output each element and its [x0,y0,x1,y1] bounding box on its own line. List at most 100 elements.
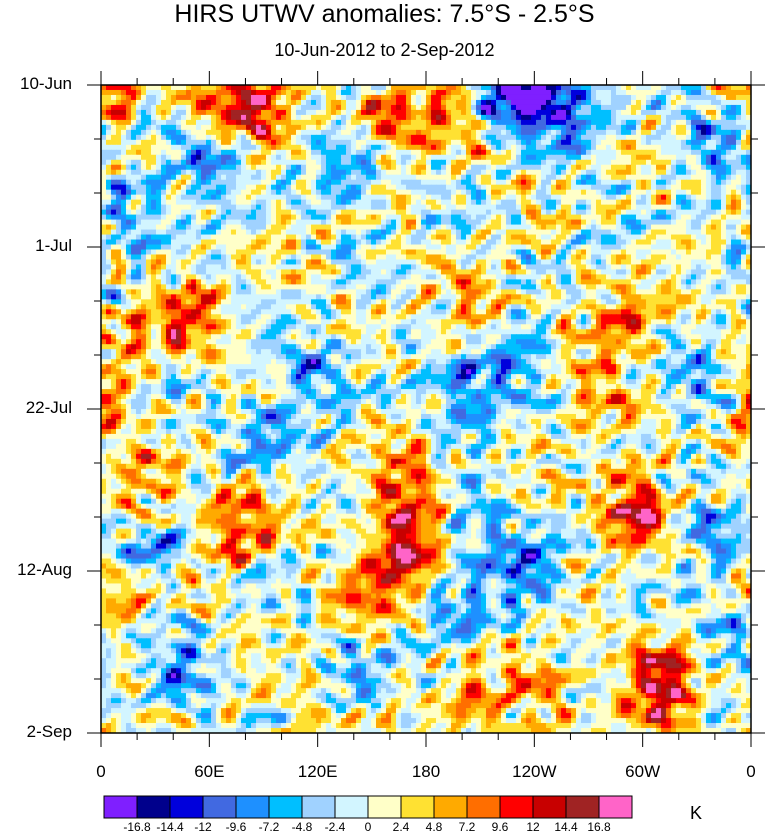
field-cell [431,189,437,196]
field-cell [641,234,647,241]
field-cell [686,224,692,231]
field-cell [681,154,687,161]
field-cell [446,199,452,206]
field-cell [341,179,347,186]
field-cell [521,254,527,261]
field-cell [356,234,362,241]
field-cell [511,99,517,106]
field-cell [411,189,417,196]
field-cell [531,144,537,151]
field-cell [181,114,187,121]
field-cell [366,85,372,91]
field-cell [416,89,422,96]
field-cell [281,144,287,151]
field-cell [141,254,147,261]
field-cell [546,159,552,166]
field-cell [436,129,442,136]
field-cell [241,144,247,151]
field-cell [691,184,697,191]
field-cell [191,104,197,111]
field-cell [536,89,542,96]
field-cell [216,144,222,151]
field-cell [211,249,217,256]
field-cell [576,109,582,116]
field-cell [651,259,657,266]
field-cell [431,164,437,171]
field-cell [451,114,457,121]
field-cell [421,119,427,126]
field-cell [511,239,517,246]
field-cell [171,229,177,236]
field-cell [726,214,732,221]
field-cell [351,159,357,166]
field-cell [361,144,367,151]
field-cell [591,89,597,96]
field-cell [306,99,312,106]
field-cell [176,114,182,121]
field-cell [461,159,467,166]
field-cell [166,214,172,221]
field-cell [721,254,727,261]
field-cell [536,85,542,91]
field-cell [531,114,537,121]
field-cell [551,214,557,221]
field-cell [571,209,577,216]
field-cell [351,209,357,216]
field-cell [711,199,717,206]
field-cell [556,119,562,126]
field-cell [526,134,532,141]
field-cell [716,89,722,96]
field-cell [266,174,272,181]
field-cell [701,94,707,101]
field-cell [281,254,287,261]
field-cell [386,239,392,246]
field-cell [136,254,142,261]
field-cell [511,264,517,271]
field-cell [576,214,582,221]
field-cell [191,159,197,166]
field-cell [721,214,727,221]
field-cell [421,114,427,121]
field-cell [316,144,322,151]
field-cell [356,85,362,91]
field-cell [366,124,372,131]
field-cell [531,139,537,146]
field-cell [516,104,522,111]
field-cell [686,254,692,261]
field-cell [241,194,247,201]
field-cell [331,194,337,201]
field-cell [381,144,387,151]
field-cell [676,114,682,121]
field-cell [266,209,272,216]
field-cell [281,274,287,280]
field-cell [236,259,242,266]
field-cell [586,249,592,256]
field-cell [101,249,107,256]
field-cell [141,199,147,206]
field-cell [511,159,517,166]
field-cell [721,109,727,116]
field-cell [656,199,662,206]
field-cell [306,179,312,186]
field-cell [261,89,267,96]
field-cell [411,204,417,211]
field-cell [676,219,682,226]
field-cell [406,244,412,251]
field-cell [511,214,517,221]
field-cell [616,259,622,266]
field-cell [381,204,387,211]
field-cell [531,169,537,176]
field-cell [541,124,547,131]
field-cell [241,259,247,266]
field-cell [216,89,222,96]
field-cell [211,174,217,181]
field-cell [161,274,167,280]
field-cell [101,239,107,246]
field-cell [136,85,142,91]
field-cell [276,244,282,251]
field-cell [691,154,697,161]
field-cell [356,244,362,251]
field-cell [591,169,597,176]
field-cell [401,144,407,151]
field-cell [176,89,182,96]
